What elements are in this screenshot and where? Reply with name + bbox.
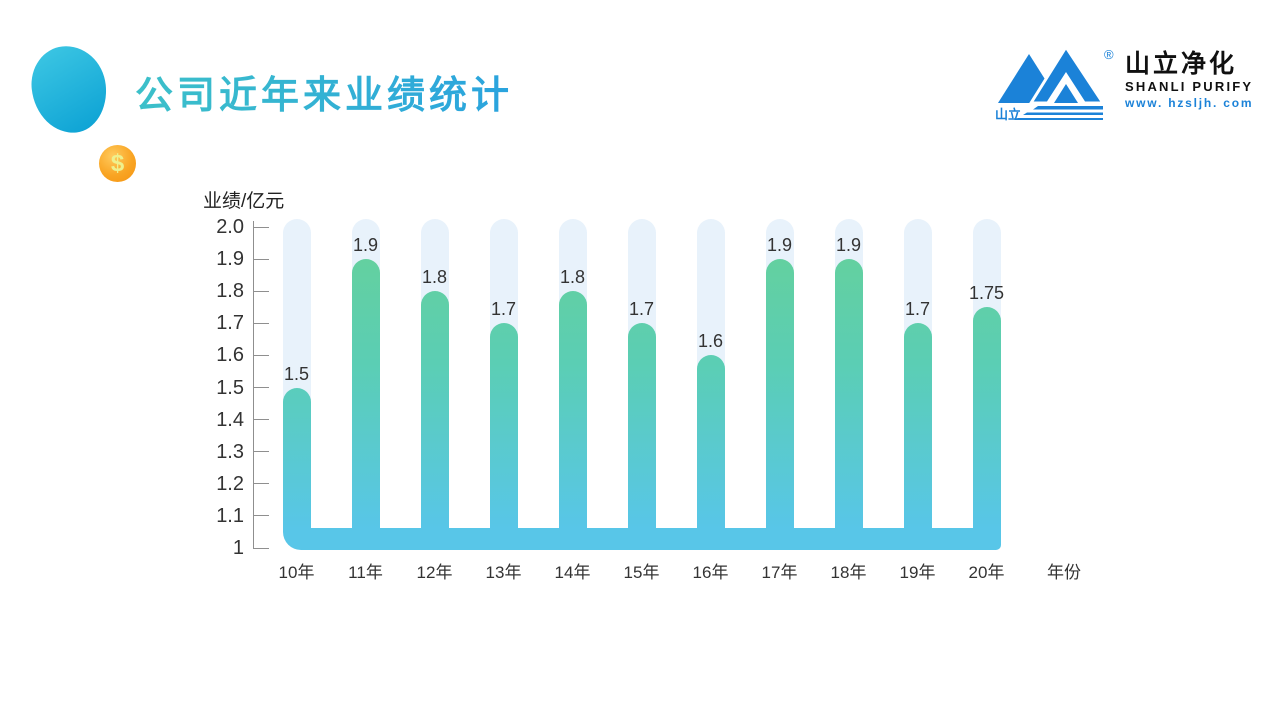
dollar-symbol: $	[110, 149, 125, 177]
y-tick-label: 2.0	[216, 216, 244, 238]
y-tick-label: 1	[232, 537, 244, 559]
y-tick-label: 1.8	[216, 280, 244, 303]
y-tick-label: 1.7	[216, 312, 244, 335]
y-tick-mark	[254, 483, 269, 485]
bar	[558, 291, 587, 529]
y-axis-line	[253, 221, 254, 549]
bar	[696, 355, 725, 529]
y-tick-mark	[254, 419, 269, 421]
bar	[282, 387, 311, 529]
x-tick-label: 14年	[554, 563, 591, 582]
y-tick-mark	[254, 354, 269, 356]
bar-value-label: 1.7	[490, 299, 517, 320]
bar	[351, 259, 380, 529]
bar-value-label: 1.8	[559, 267, 586, 288]
x-tick-label: 12年	[416, 563, 453, 582]
x-tick-label: 17年	[761, 563, 798, 582]
y-tick-label: 1.2	[216, 472, 244, 495]
y-tick-mark	[254, 258, 269, 260]
bar-value-label: 1.6	[697, 331, 724, 352]
logo-mark-text: 山立	[995, 107, 1021, 122]
logo-company-name-cn: 山立净化	[1125, 50, 1238, 78]
x-tick-label: 20年	[968, 563, 1005, 582]
y-tick-label: 1.4	[216, 408, 244, 431]
bar-value-label: 1.5	[283, 363, 310, 384]
x-tick-label: 13年	[485, 563, 522, 582]
bar-value-label: 1.9	[766, 235, 793, 256]
bar-value-label: 1.8	[421, 267, 448, 288]
bar	[420, 291, 449, 529]
y-tick-label: 1.3	[216, 440, 244, 463]
x-tick-label: 16年	[692, 563, 729, 582]
x-tick-label: 18年	[830, 563, 867, 582]
y-tick-mark	[254, 547, 269, 549]
logo-company-name-en: SHANLI PURIFY	[1125, 78, 1254, 94]
logo-website: www. hzsljh. com	[1125, 96, 1254, 110]
bar	[903, 323, 932, 529]
bar-value-label: 1.75	[968, 283, 1005, 304]
bar	[765, 259, 794, 529]
mountain-logo-icon: ® 山立	[995, 44, 1114, 122]
x-tick-label: 10年	[278, 563, 315, 582]
page-title: 公司近年来业绩统计	[135, 64, 513, 119]
y-tick-label: 1.1	[216, 504, 244, 527]
x-tick-label: 19年	[899, 563, 936, 582]
bar-value-label: 1.9	[352, 235, 379, 256]
y-tick-mark	[254, 226, 269, 228]
bar	[489, 323, 518, 529]
bar-value-label: 1.9	[835, 235, 862, 256]
x-axis-title: 年份	[1047, 563, 1081, 582]
y-tick-label: 1.6	[216, 344, 244, 367]
registered-mark: ®	[1104, 47, 1114, 62]
x-tick-label: 15年	[623, 563, 660, 582]
bar-value-label: 1.7	[904, 299, 931, 320]
company-logo: ® 山立 山立净化 SHANLI PURIFY www. hzsljh. com	[993, 40, 1253, 124]
y-tick-label: 1.5	[216, 376, 244, 399]
logo-text-block: 山立净化 SHANLI PURIFY www. hzsljh. com	[1125, 50, 1253, 112]
y-tick-label: 1.9	[216, 248, 244, 271]
y-tick-mark	[254, 387, 269, 388]
y-tick-mark	[254, 322, 269, 324]
y-tick-mark	[254, 515, 269, 517]
bar	[834, 259, 863, 529]
bar-value-label: 1.7	[628, 299, 655, 320]
bar	[627, 323, 656, 529]
bar	[972, 307, 1001, 529]
coin-icon: $	[99, 145, 136, 182]
y-tick-mark	[254, 290, 269, 292]
x-tick-label: 11年	[348, 563, 383, 582]
y-tick-mark	[254, 451, 269, 453]
baseline-band	[282, 528, 1001, 550]
y-axis-title: 业绩/亿元	[203, 191, 285, 212]
